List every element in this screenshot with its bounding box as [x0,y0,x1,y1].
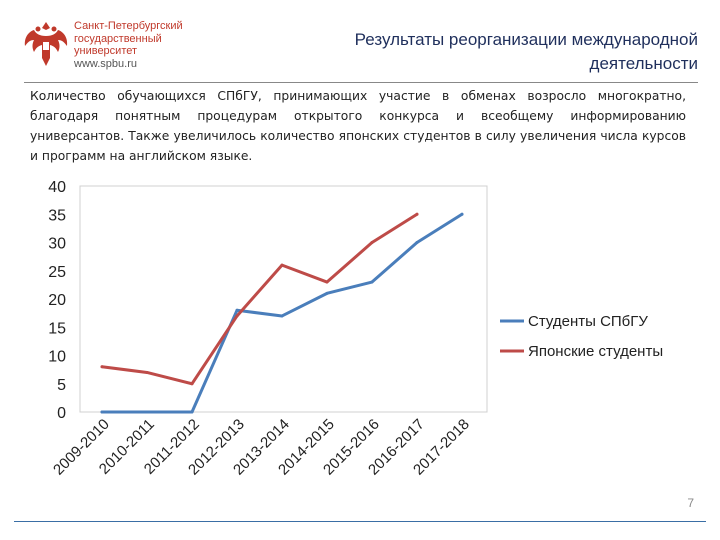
data-point [100,365,104,369]
plot-area [79,185,488,413]
data-point [145,370,149,374]
data-point [190,410,194,414]
data-point [100,410,104,414]
university-name: Санкт-Петербургский государственный унив… [74,20,183,70]
slide-title: Результаты реорганизации международной д… [354,30,698,73]
y-tick-label: 30 [48,236,66,253]
data-point [325,280,329,284]
y-tick-label: 20 [48,292,66,309]
data-point [370,241,374,244]
university-logo [24,22,68,66]
y-tick-label: 5 [57,377,66,394]
y-tick-label: 15 [48,320,66,337]
data-point [190,382,194,386]
university-name-line: Санкт-Петербургский [74,20,183,32]
university-name-line: государственный [74,32,162,45]
y-tick-label: 35 [48,207,66,224]
data-point [235,314,239,318]
series-line-2 [100,212,419,386]
intro-paragraph: Количество обучающихся СПбГУ, принимающи… [30,89,686,163]
double-headed-eagle-emblem-icon [24,22,68,66]
y-tick-label: 10 [48,349,66,366]
data-point [325,291,329,295]
university-url: www.spbu.ru [74,57,137,70]
series-line-1 [100,212,464,414]
data-point [415,212,419,216]
data-point [370,280,374,284]
header-divider [24,82,698,83]
data-point [280,263,284,267]
y-tick-label: 0 [57,405,66,422]
data-point [235,308,239,312]
page-number: 7 [687,496,694,510]
y-tick-label: 25 [48,264,66,281]
y-tick-label: 40 [48,179,66,196]
legend-label: Японские студенты [528,343,663,360]
data-point [415,241,419,244]
data-point [145,410,149,414]
data-point [280,314,284,318]
university-name-line: университет [74,45,138,57]
footer-divider [14,521,706,522]
data-point [460,212,464,216]
legend-label: Студенты СПбГУ [528,313,648,330]
